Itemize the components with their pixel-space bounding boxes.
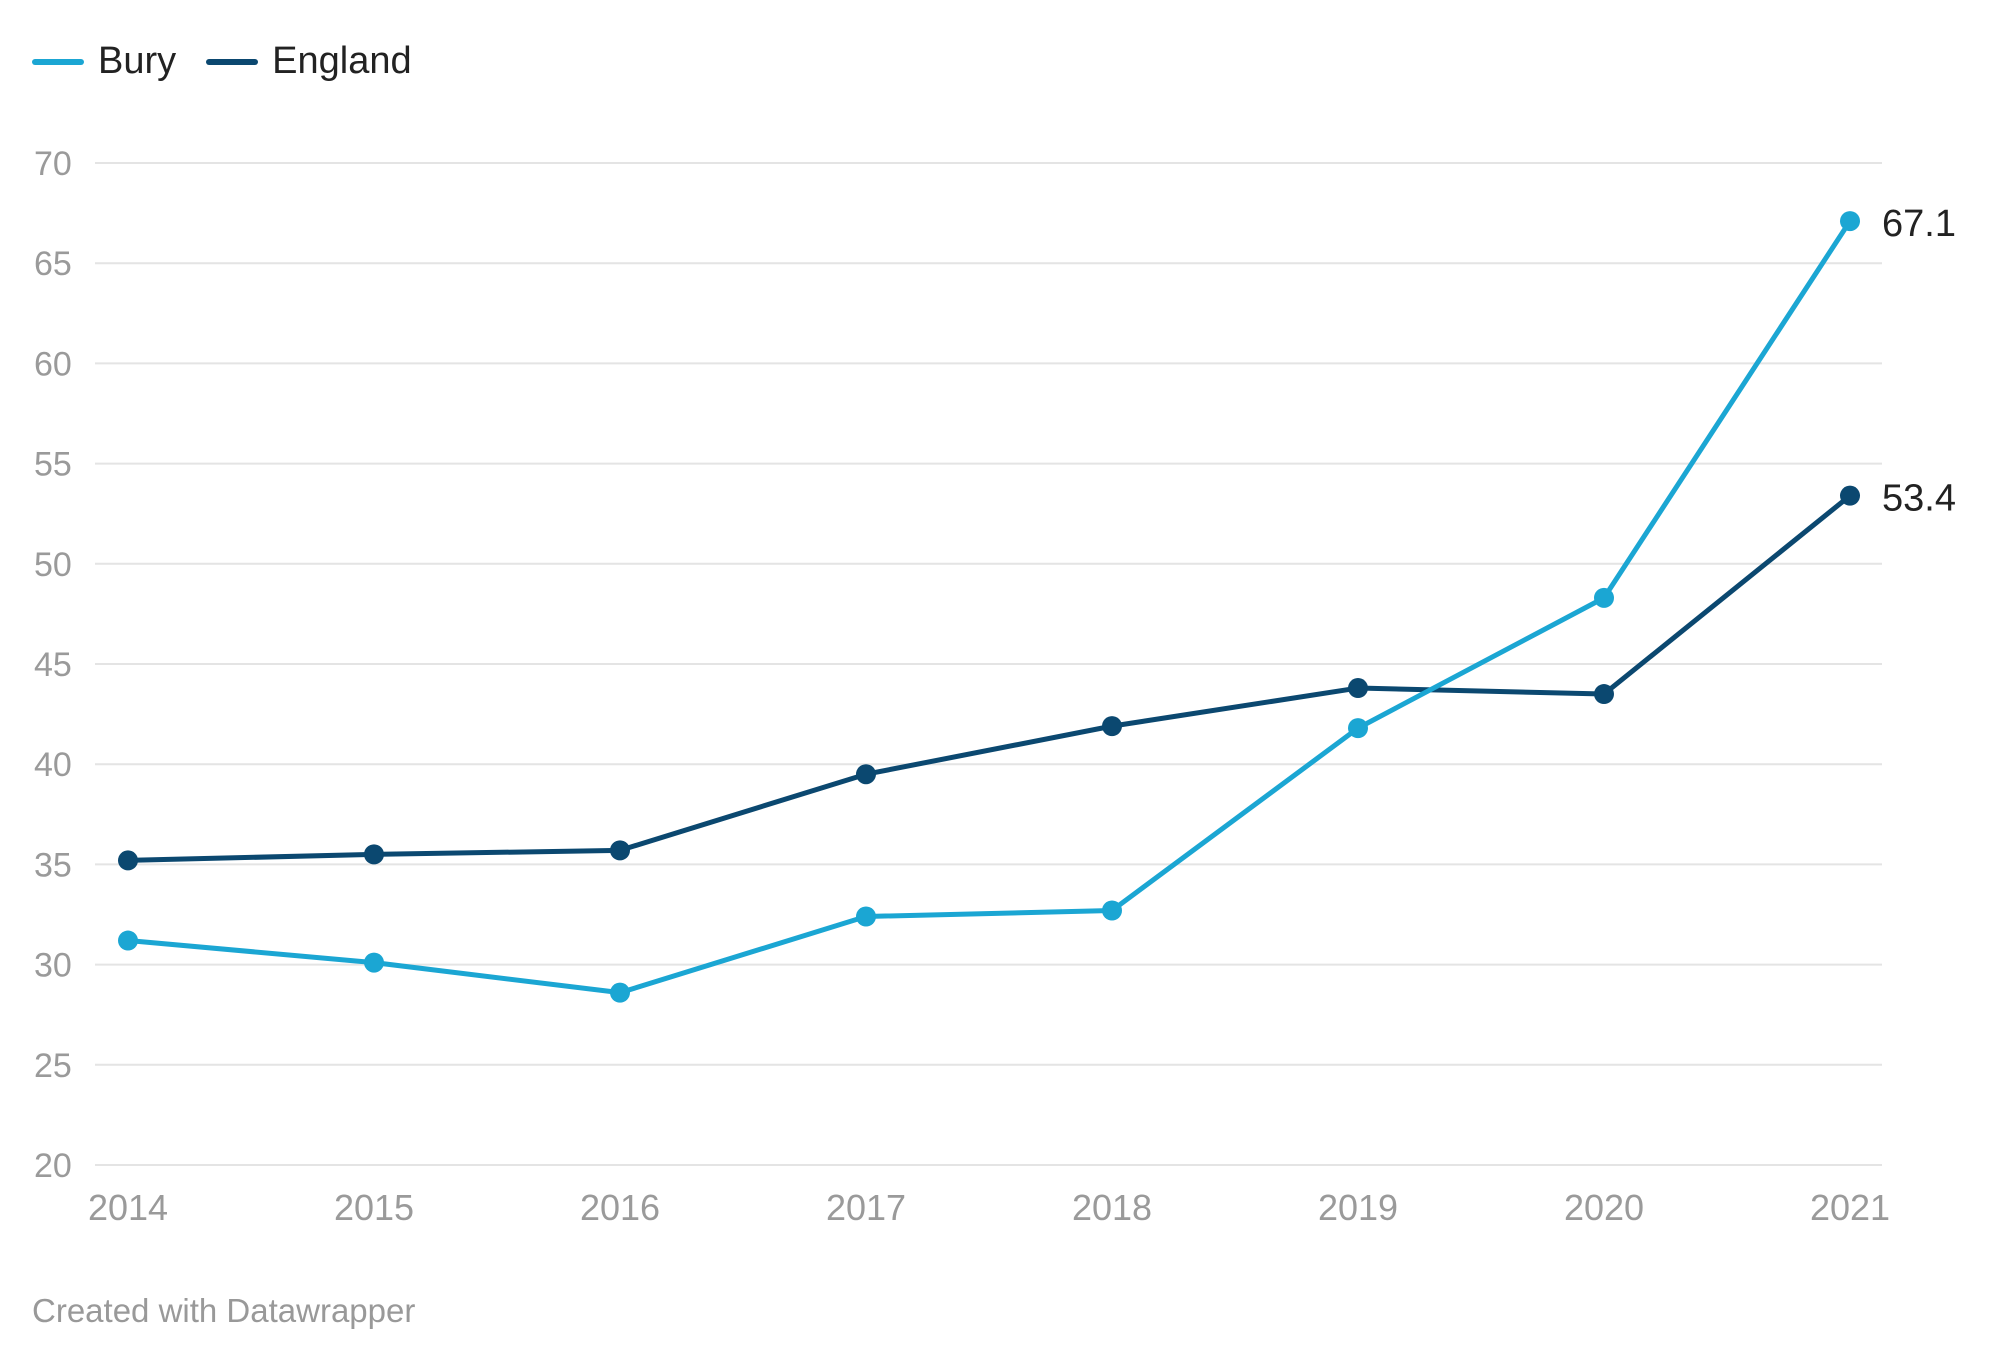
legend-swatch-bury [32, 58, 84, 65]
data-point-england-2018 [1102, 716, 1122, 737]
data-point-bury-2015 [364, 952, 384, 973]
y-tick-label-20: 20 [34, 1147, 72, 1185]
x-tick-label-2014: 2014 [88, 1187, 168, 1228]
series-bury [118, 211, 1860, 1003]
x-tick-label-2019: 2019 [1318, 1187, 1398, 1228]
data-point-england-2017 [856, 764, 876, 785]
grid-lines [95, 162, 1882, 1166]
y-tick-label-65: 65 [34, 245, 72, 283]
legend-label-england: England [272, 40, 412, 82]
x-tick-label-2020: 2020 [1564, 1187, 1644, 1228]
legend-label-bury: Bury [98, 40, 177, 82]
y-tick-label-50: 50 [34, 546, 72, 584]
credit-text: Created with Datawrapper [32, 1292, 416, 1329]
data-point-bury-2019 [1348, 718, 1368, 739]
legend-swatch-england [206, 58, 259, 65]
x-tick-label-2018: 2018 [1072, 1187, 1152, 1228]
legend-item-bury: Bury [32, 40, 176, 83]
y-tick-label-25: 25 [34, 1047, 72, 1085]
data-point-bury-2020 [1594, 587, 1614, 608]
y-tick-label-60: 60 [34, 345, 72, 383]
end-label-england: 53.4 [1882, 478, 1956, 520]
x-tick-label-2017: 2017 [826, 1187, 906, 1228]
series-england [118, 485, 1860, 871]
end-value-labels: 53.4 67.1 [1882, 203, 1956, 520]
y-tick-label-35: 35 [34, 846, 72, 884]
y-tick-label-55: 55 [34, 446, 72, 484]
y-tick-label-30: 30 [34, 947, 72, 985]
data-point-bury-2018 [1102, 900, 1122, 921]
end-label-bury: 67.1 [1882, 203, 1956, 245]
data-point-england-2014 [118, 850, 138, 871]
data-point-england-2016 [610, 840, 630, 861]
y-axis-tick-labels: 20 25 30 35 40 45 50 55 60 65 70 [34, 145, 72, 1185]
data-point-england-2021 [1840, 485, 1860, 506]
data-point-bury-2014 [118, 930, 138, 951]
data-point-bury-2016 [610, 982, 630, 1003]
x-tick-label-2016: 2016 [580, 1187, 660, 1228]
series-lines [118, 211, 1860, 1003]
y-tick-label-70: 70 [34, 145, 72, 183]
y-tick-label-45: 45 [34, 646, 72, 684]
legend-item-england: England [206, 40, 412, 83]
series-line-bury [125, 218, 1853, 996]
x-tick-label-2021: 2021 [1810, 1187, 1890, 1228]
data-point-bury-2021 [1840, 211, 1860, 232]
data-point-england-2015 [364, 844, 384, 865]
series-line-england [125, 493, 1853, 863]
x-tick-label-2015: 2015 [334, 1187, 414, 1228]
legend: Bury England [32, 40, 412, 83]
data-point-bury-2017 [856, 906, 876, 927]
data-point-england-2020 [1594, 684, 1614, 705]
x-axis-tick-labels: 2014 2015 2016 2017 2018 2019 2020 2021 [88, 1187, 1890, 1228]
data-point-england-2019 [1348, 678, 1368, 699]
y-tick-label-40: 40 [34, 746, 72, 784]
